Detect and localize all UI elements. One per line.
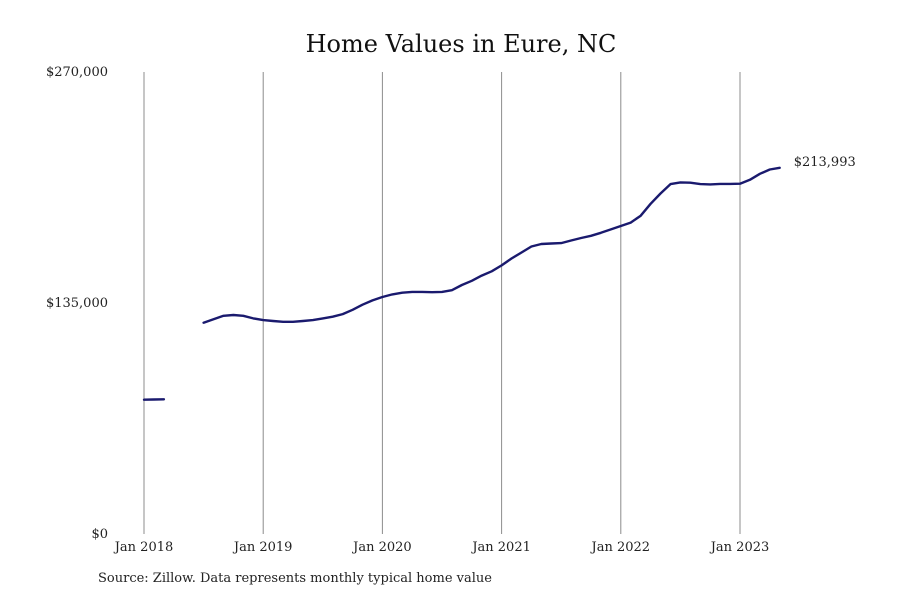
x-tick-label: Jan 2018: [113, 540, 174, 555]
series-line-segment-1: [202, 166, 781, 324]
x-tick-label: Jan 2023: [709, 540, 770, 555]
x-axis-ticks: Jan 2018 Jan 2019 Jan 2020 Jan 2021 Jan 2022…: [113, 540, 770, 555]
y-tick-label: $0: [91, 527, 108, 542]
gridlines: [143, 72, 741, 534]
y-tick-label: $270,000: [46, 65, 108, 80]
y-tick-label: $135,000: [46, 296, 108, 311]
x-tick-label: Jan 2020: [351, 540, 412, 555]
source-note: Source: Zillow. Data represents monthly …: [98, 571, 492, 586]
chart-title: Home Values in Eure, NC: [306, 30, 617, 58]
end-value-label: $213,993: [794, 155, 856, 170]
x-tick-label: Jan 2019: [232, 540, 293, 555]
x-tick-label: Jan 2022: [590, 540, 651, 555]
line-series: [142, 166, 781, 401]
x-tick-label: Jan 2021: [470, 540, 531, 555]
y-axis-ticks: $0 $135,000 $270,000: [46, 65, 108, 542]
